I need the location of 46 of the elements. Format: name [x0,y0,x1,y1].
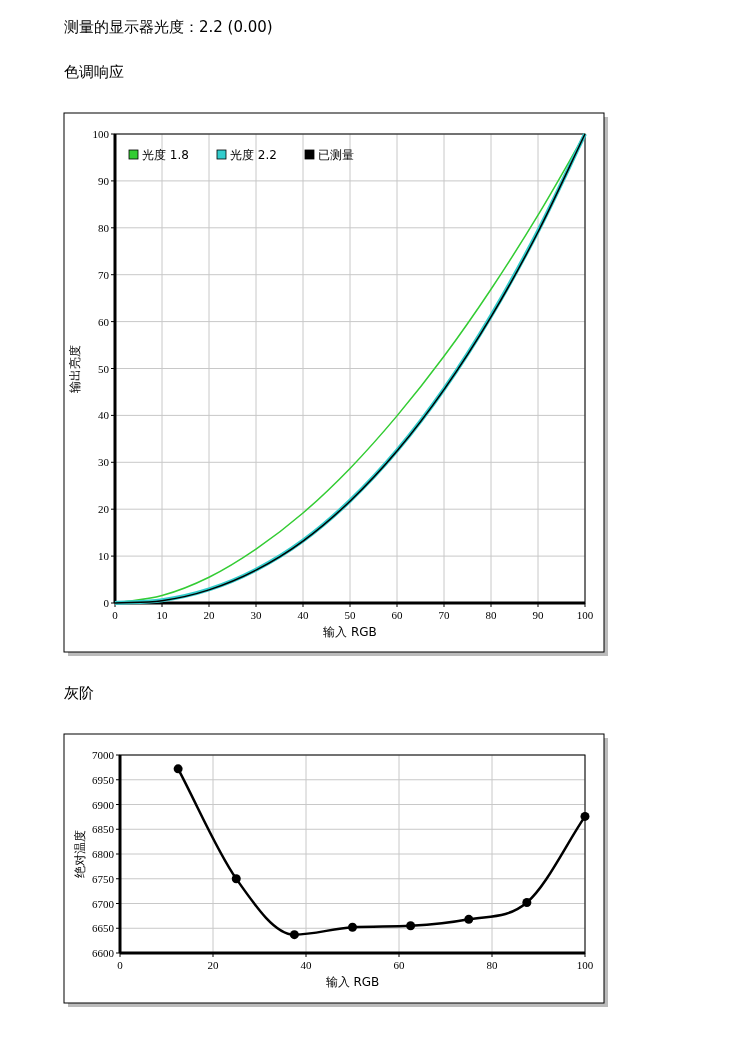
y-tick-label: 6750 [92,872,115,885]
legend-label: 光度 1.8 [142,148,189,162]
y-axis-title: 输出亮度 [68,344,82,393]
x-tick-label: 40 [300,959,312,971]
x-tick-label: 50 [344,609,356,621]
x-tick-label: 40 [297,609,309,621]
y-tick-label: 6900 [92,798,115,811]
y-tick-label: 6850 [92,823,115,836]
y-tick-label: 20 [98,503,110,516]
y-tick-label: 6950 [92,773,115,786]
y-tick-label: 6600 [92,947,115,959]
x-tick-label: 20 [203,609,215,621]
legend-label: 光度 2.2 [230,148,277,162]
x-tick-label: 60 [393,959,405,971]
y-tick-label: 60 [98,315,110,328]
y-tick-label: 80 [98,221,110,234]
y-tick-label: 70 [98,268,110,281]
x-tick-label: 80 [486,959,498,971]
x-tick-label: 100 [576,609,594,621]
x-tick-label: 10 [156,609,168,621]
x-tick-label: 0 [117,959,124,971]
y-tick-label: 100 [92,128,110,140]
x-tick-label: 80 [485,609,497,621]
y-tick-label: 90 [98,174,110,187]
x-tick-label: 90 [532,609,544,621]
chart-title: 测量的显示器光度：2.2 (0.00) [64,18,273,36]
x-tick-label: 30 [250,609,262,621]
y-tick-label: 6700 [92,897,115,910]
y-tick-label: 50 [98,362,110,375]
x-tick-label: 100 [576,959,594,971]
x-axis-title: 输入 RGB [325,975,380,989]
y-tick-label: 7000 [92,749,115,761]
y-tick-label: 6650 [92,922,115,935]
y-tick-label: 40 [98,409,110,422]
y-tick-label: 6800 [92,848,115,860]
x-axis-title: 输入 RGB [323,625,377,639]
y-tick-label: 0 [103,597,110,609]
x-tick-label: 60 [391,609,403,621]
chart-subtitle: 色调响应 [64,63,124,81]
y-tick-label: 10 [98,550,110,563]
y-axis-title: 绝对温度 [73,830,87,878]
x-tick-label: 70 [438,609,450,621]
legend-label: 已测量 [318,148,354,162]
y-tick-label: 30 [98,456,110,469]
x-tick-label: 20 [207,959,219,971]
chart-title: 灰阶 [64,684,94,702]
